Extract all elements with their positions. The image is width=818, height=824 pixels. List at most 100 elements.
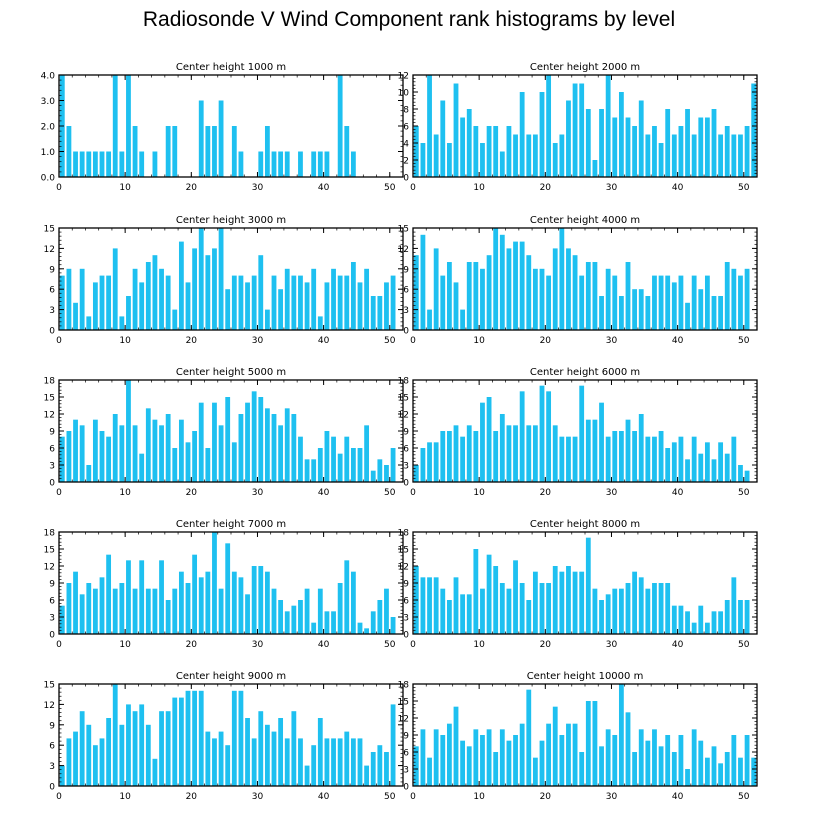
histogram-bar [284,268,290,330]
x-tick-label: 30 [606,792,618,802]
histogram-bar [132,711,138,786]
histogram-bar [304,459,310,482]
y-tick-label: 6 [403,286,409,296]
histogram-bar [559,735,565,786]
histogram-bar [506,588,512,634]
histogram-bar [86,724,92,786]
x-tick-label: 10 [473,640,485,650]
histogram-bar [291,605,297,634]
histogram-bar [86,316,92,330]
x-tick-label: 20 [540,183,552,193]
panel-title: Center height 6000 m [530,367,640,378]
y-tick-label: 3 [403,462,409,472]
x-tick-label: 50 [738,792,750,802]
histogram-bar [350,448,356,482]
histogram-bar [145,262,151,330]
histogram-bar [625,262,631,330]
histogram-bar [152,151,158,177]
histogram-bar [486,126,492,177]
histogram-bar [238,690,244,786]
figure-title: Radiosonde V Wind Component rank histogr… [142,8,676,31]
histogram-bar [519,391,525,482]
histogram-bar [218,731,224,786]
histogram-bar [112,684,118,786]
histogram-bar [119,316,125,330]
histogram-bar [86,151,92,177]
histogram-bar [671,605,677,634]
histogram-bar [724,262,730,330]
histogram-bar [539,385,545,482]
histogram-bar [178,697,184,786]
histogram-bar [480,402,485,482]
histogram-bar [618,431,624,482]
y-tick-label: 0 [49,631,55,641]
histogram-bar [566,436,571,482]
histogram-bar [618,588,624,634]
histogram-bar [152,758,158,786]
histogram-bar [599,109,604,177]
x-tick-label: 40 [672,488,684,498]
histogram-bar [99,151,105,177]
histogram-bar [291,711,297,786]
histogram-bar [264,309,270,330]
histogram-bar [231,571,237,634]
y-tick-label: 12 [44,701,55,711]
y-tick-label: 0.0 [41,174,56,184]
histogram-bar [532,571,538,634]
y-tick-label: 12 [398,715,409,725]
histogram-bar [652,126,657,177]
histogram-bar [546,391,552,482]
histogram-bar [119,151,125,177]
histogram-bar [278,151,284,177]
histogram-bar [357,282,363,330]
histogram-bar [566,723,571,786]
x-tick-label: 10 [119,640,131,650]
histogram-bar [433,577,439,634]
histogram-bar [460,436,466,482]
histogram-bar [357,622,363,634]
histogram-bar [599,600,604,634]
histogram-bar [460,309,466,330]
histogram-bar [165,711,171,786]
histogram-bar [317,448,323,482]
histogram-bar [691,275,697,330]
histogram-bar [526,255,532,330]
histogram-bar [744,126,750,177]
histogram-bar [480,735,485,786]
histogram-bar [665,109,671,177]
histogram-bar [744,735,750,786]
histogram-bar [92,151,98,177]
x-tick-label: 10 [119,488,131,498]
y-tick-label: 15 [398,698,409,708]
y-tick-label: 12 [398,563,409,573]
histogram-bar [440,431,446,482]
histogram-bar [546,583,552,634]
histogram-bar [344,560,350,634]
histogram-bar [618,296,624,330]
panel-title: Center height 7000 m [176,519,286,530]
panel-title: Center height 9000 m [176,671,286,682]
histogram-bar [73,151,78,177]
histogram-bar [126,75,131,177]
histogram-bar [658,431,664,482]
y-tick-label: 0 [403,479,409,489]
histogram-bar [499,234,505,330]
histogram-bar [552,248,558,330]
histogram-bar [599,402,604,482]
histogram-bar [231,690,237,786]
y-tick-label: 6 [49,445,55,455]
histogram-bar [377,745,383,786]
histogram-bar [370,611,376,634]
histogram-bar [390,704,396,786]
histogram-bar [453,706,459,786]
x-tick-label: 40 [672,336,684,346]
histogram-bar [66,126,72,177]
histogram-bar [499,729,505,786]
histogram-bar [513,560,518,634]
histogram-bar [198,690,204,786]
histogram-bar [592,588,598,634]
histogram-bar [132,268,138,330]
y-tick-label: 18 [398,681,410,691]
y-tick-label: 0 [403,783,409,793]
histogram-bar [731,134,737,177]
